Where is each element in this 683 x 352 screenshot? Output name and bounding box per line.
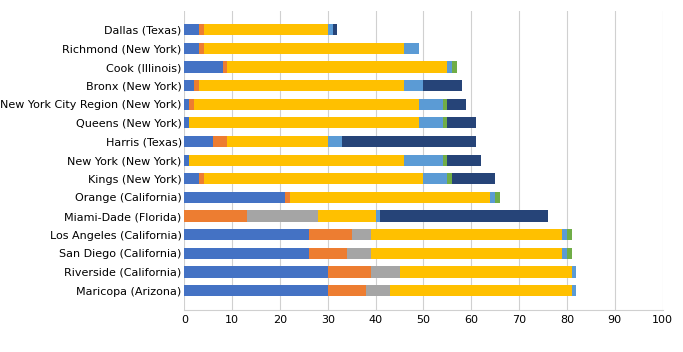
Bar (213, 136, 227, 147)
Bar (204, 173, 423, 184)
Bar (184, 285, 328, 296)
Bar (443, 99, 447, 110)
Bar (400, 266, 572, 277)
Bar (184, 80, 194, 91)
Bar (204, 24, 328, 35)
Bar (318, 210, 376, 222)
Bar (227, 136, 328, 147)
Bar (404, 80, 423, 91)
Bar (380, 210, 548, 222)
Bar (447, 117, 476, 128)
Bar (194, 80, 199, 91)
Bar (328, 266, 371, 277)
Bar (223, 61, 227, 73)
Bar (452, 173, 495, 184)
Bar (204, 43, 404, 54)
Bar (328, 24, 333, 35)
Bar (419, 117, 443, 128)
Bar (290, 192, 490, 203)
Bar (333, 24, 337, 35)
Bar (443, 155, 447, 166)
Bar (567, 229, 572, 240)
Bar (184, 173, 199, 184)
Bar (562, 248, 567, 259)
Bar (495, 192, 500, 203)
Bar (447, 61, 452, 73)
Bar (184, 99, 189, 110)
Bar (447, 99, 466, 110)
Bar (419, 99, 443, 110)
Bar (572, 285, 576, 296)
Bar (184, 192, 285, 203)
Bar (189, 99, 194, 110)
Bar (390, 285, 572, 296)
Bar (366, 285, 390, 296)
Bar (567, 248, 572, 259)
Bar (562, 229, 567, 240)
Bar (371, 229, 562, 240)
Bar (199, 24, 204, 35)
Bar (452, 61, 457, 73)
Bar (184, 61, 223, 73)
Bar (447, 173, 452, 184)
Bar (247, 210, 318, 222)
Bar (189, 155, 404, 166)
Bar (443, 117, 447, 128)
Bar (309, 229, 352, 240)
Bar (423, 80, 462, 91)
Bar (189, 117, 419, 128)
Bar (423, 173, 447, 184)
Bar (227, 61, 447, 73)
Bar (285, 192, 290, 203)
Bar (184, 155, 189, 166)
Bar (184, 43, 199, 54)
Bar (199, 43, 204, 54)
Bar (309, 248, 347, 259)
Bar (184, 266, 328, 277)
Bar (404, 43, 419, 54)
Bar (347, 248, 371, 259)
Bar (490, 192, 495, 203)
Bar (376, 210, 380, 222)
Bar (184, 136, 213, 147)
Bar (184, 24, 199, 35)
Bar (404, 155, 443, 166)
Bar (371, 248, 562, 259)
Bar (572, 266, 576, 277)
Bar (199, 80, 404, 91)
Bar (194, 99, 419, 110)
Bar (184, 210, 247, 222)
Bar (184, 117, 189, 128)
Bar (342, 136, 476, 147)
Bar (352, 229, 371, 240)
Bar (328, 136, 342, 147)
Bar (371, 266, 400, 277)
Bar (184, 229, 309, 240)
Bar (447, 155, 481, 166)
Bar (328, 285, 366, 296)
Bar (184, 248, 309, 259)
Bar (199, 173, 204, 184)
